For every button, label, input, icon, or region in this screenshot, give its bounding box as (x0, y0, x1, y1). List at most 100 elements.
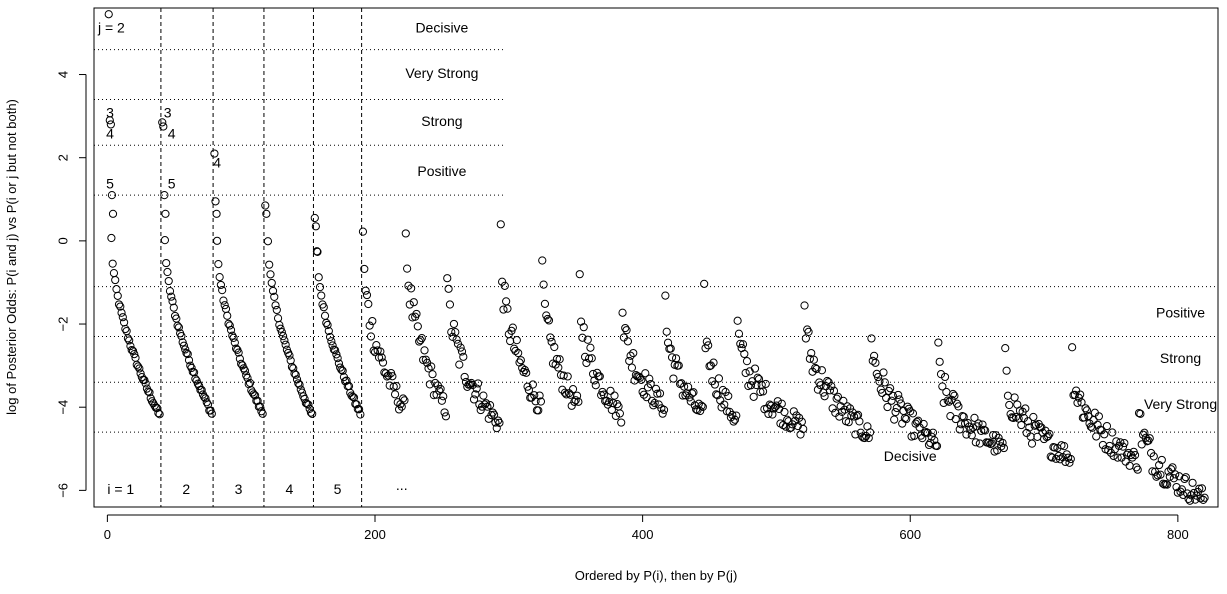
data-point (160, 191, 169, 200)
data-point (587, 354, 596, 363)
data-point (280, 336, 289, 345)
data-point (444, 284, 453, 293)
data-point (376, 347, 385, 356)
data-point (1152, 472, 1161, 481)
data-point (215, 273, 224, 282)
data-point (740, 349, 749, 359)
data-point (488, 408, 497, 417)
data-point (1084, 411, 1093, 421)
data-point (145, 388, 154, 397)
data-point (816, 381, 825, 390)
data-point (494, 416, 503, 425)
data-point (200, 392, 209, 402)
data-point (126, 342, 135, 351)
data-point (769, 404, 778, 413)
data-point (867, 334, 876, 343)
data-point (491, 418, 500, 427)
point-annotation: 3 (164, 105, 172, 121)
data-point (173, 321, 182, 330)
data-point (400, 396, 409, 405)
data-point (710, 380, 719, 389)
data-point (684, 382, 693, 391)
data-point (161, 209, 170, 218)
data-point (272, 305, 281, 315)
data-point (1073, 398, 1082, 407)
data-point (887, 396, 896, 405)
data-point (455, 360, 464, 369)
data-point (610, 391, 619, 400)
data-point (413, 322, 422, 331)
data-point (738, 340, 748, 349)
data-point (543, 314, 552, 324)
data-point (944, 397, 954, 406)
data-point (605, 398, 614, 407)
data-point (447, 327, 456, 337)
data-point (305, 404, 314, 413)
data-point (768, 410, 777, 419)
data-point (508, 323, 517, 332)
data-point (189, 368, 199, 377)
data-point (720, 400, 729, 409)
data-point (427, 362, 436, 371)
data-point (372, 341, 381, 350)
data-point (629, 348, 638, 358)
data-point (732, 411, 741, 420)
data-point (436, 384, 445, 394)
data-point (595, 372, 604, 381)
data-point (1157, 455, 1166, 465)
data-point (886, 384, 895, 393)
data-point (950, 391, 959, 400)
category-label-lower: Very Strong (1144, 396, 1217, 412)
data-point (1076, 390, 1085, 399)
data-point (1172, 482, 1181, 492)
data-point (709, 358, 718, 367)
data-point (300, 394, 309, 404)
data-point (689, 388, 698, 397)
data-point (325, 332, 335, 342)
data-point (999, 443, 1009, 453)
data-point (584, 354, 594, 363)
data-point (855, 417, 864, 426)
data-point (974, 419, 983, 428)
data-point (108, 259, 117, 268)
data-point (1113, 453, 1122, 462)
data-point (789, 407, 798, 416)
data-point (970, 413, 979, 422)
data-point (356, 410, 365, 419)
data-point (839, 396, 848, 405)
data-point (837, 407, 847, 416)
data-point (388, 372, 397, 381)
x-tick-label: 600 (899, 527, 921, 542)
data-point (1056, 455, 1065, 464)
data-point (306, 408, 316, 417)
data-point (991, 431, 1000, 440)
data-point (155, 410, 164, 419)
data-point (733, 316, 742, 325)
data-point (403, 264, 412, 273)
data-point (495, 418, 504, 427)
data-point (461, 377, 471, 387)
data-point (606, 386, 615, 395)
data-point (107, 191, 117, 200)
data-point (618, 308, 627, 317)
data-point (109, 269, 119, 278)
category-label-upper: Strong (421, 113, 462, 129)
data-point (1046, 452, 1055, 461)
data-point (1001, 344, 1010, 353)
data-point (211, 197, 220, 206)
data-point (896, 399, 905, 408)
data-point (823, 376, 832, 386)
data-point (401, 229, 410, 238)
data-point (792, 411, 801, 420)
data-point (117, 308, 126, 317)
data-point (659, 405, 669, 414)
data-point (358, 227, 368, 236)
data-point (809, 355, 818, 364)
data-point (623, 337, 633, 346)
data-point (805, 354, 814, 363)
data-point (163, 267, 172, 277)
data-point (378, 358, 388, 367)
data-point (641, 369, 650, 378)
data-point (420, 346, 429, 355)
data-point (1181, 473, 1190, 482)
